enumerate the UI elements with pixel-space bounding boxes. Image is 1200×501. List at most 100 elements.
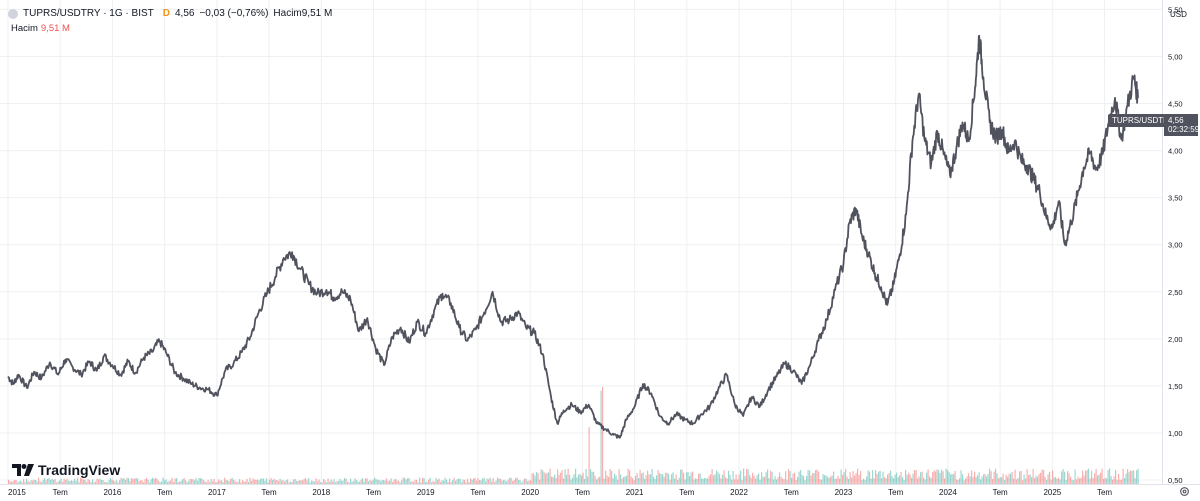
volume-bar <box>945 468 947 484</box>
volume-bar <box>807 469 809 484</box>
volume-bar <box>599 476 601 484</box>
volume-bar <box>509 477 511 484</box>
volume-bar <box>968 473 970 484</box>
volume-bar <box>390 478 392 484</box>
volume-bar <box>743 468 745 484</box>
volume-bar <box>830 476 832 484</box>
volume-bar <box>281 480 283 484</box>
volume-bar <box>534 475 536 484</box>
volume-bar <box>617 479 619 484</box>
volume-bar <box>470 478 472 484</box>
volume-bar <box>179 481 181 484</box>
volume-bar <box>776 479 778 484</box>
volume-bar <box>798 471 800 484</box>
tradingview-logo[interactable]: TradingView <box>12 462 120 478</box>
volume-bar <box>975 476 977 484</box>
volume-bar <box>1137 468 1139 484</box>
y-tick-label: 3,00 <box>1168 241 1183 250</box>
last-price-box: 4,56 02:32:59 <box>1164 114 1199 136</box>
volume-bar <box>1056 478 1058 484</box>
volume-bar <box>608 476 610 484</box>
volume-bar <box>272 480 274 484</box>
volume-bar <box>195 478 197 484</box>
volume-bar <box>503 479 505 484</box>
volume-bar <box>1043 470 1045 484</box>
volume-bar <box>564 469 566 484</box>
volume-bar <box>536 472 538 484</box>
volume-bar <box>357 481 359 484</box>
volume-bar <box>380 481 382 484</box>
volume-bar <box>461 482 463 484</box>
volume-bar <box>452 480 454 484</box>
volume-bar <box>425 482 427 484</box>
volume-bar <box>716 470 718 484</box>
volume-bar <box>902 477 904 484</box>
gear-icon[interactable] <box>1179 486 1190 497</box>
volume-bar <box>998 478 1000 484</box>
symbol-title[interactable]: TUPRS/USDTRY · 1G · BIST <box>23 8 154 19</box>
volume-bar <box>1010 473 1012 484</box>
volume-bar <box>242 480 244 484</box>
volume-bar <box>1092 477 1094 484</box>
volume-bar <box>351 481 353 484</box>
volume-bar <box>746 468 748 484</box>
volume-bar <box>600 390 602 484</box>
volume-bar <box>84 479 86 484</box>
price-change: −0,03 (−0,76%) <box>199 8 269 19</box>
volume-bar <box>1100 472 1102 484</box>
volume-bar <box>165 479 167 484</box>
volume-bar <box>695 478 697 484</box>
volume-bar <box>189 478 191 484</box>
volume-bar <box>642 472 644 484</box>
volume-bar <box>761 472 763 484</box>
volume-bar <box>416 479 418 484</box>
x-tick-label: Tem <box>53 488 68 497</box>
volume-bar <box>90 482 92 484</box>
volume-bar <box>756 475 758 484</box>
volume-bar <box>438 478 440 484</box>
volume-bar <box>932 472 934 484</box>
x-tick-label: 2018 <box>312 488 330 497</box>
volume-bar <box>207 480 209 484</box>
volume-bar <box>740 470 742 484</box>
volume-bar <box>378 479 380 484</box>
volume-bar <box>42 479 44 484</box>
volume-bar <box>257 479 259 484</box>
volume-bar <box>648 474 650 484</box>
volume-bar <box>266 478 268 484</box>
volume-bar <box>821 479 823 484</box>
volume-bar <box>114 481 116 484</box>
volume-bar <box>111 479 113 484</box>
volume-bar <box>566 474 568 484</box>
volume-bar <box>527 481 529 484</box>
volume-bar <box>581 475 583 484</box>
volume-bar <box>252 478 254 484</box>
volume-bar <box>828 477 830 484</box>
volume-bar <box>126 477 128 484</box>
volume-bar <box>824 475 826 484</box>
volume-bar <box>14 480 16 484</box>
volume-bar <box>243 481 245 484</box>
symbol-legend[interactable]: TUPRS/USDTRY · 1G · BIST D 4,56 −0,03 (−… <box>8 7 332 20</box>
x-tick-label: 2023 <box>835 488 853 497</box>
volume-bar <box>435 477 437 484</box>
volume-bar <box>1134 478 1136 484</box>
volume-bar <box>446 479 448 484</box>
volume-bar <box>50 479 52 484</box>
volume-bar <box>203 480 205 484</box>
volume-bar <box>471 479 473 484</box>
y-tick-label: 4,00 <box>1168 147 1183 156</box>
volume-bar <box>552 476 554 484</box>
volume-bar <box>53 479 55 484</box>
volume-bar <box>420 482 422 484</box>
volume-bar <box>1035 475 1037 484</box>
volume-bar <box>489 477 491 484</box>
volume-legend[interactable]: Hacim 9,51 M <box>11 23 70 34</box>
volume-bar <box>869 471 871 484</box>
volume-bar <box>657 469 659 484</box>
volume-bar <box>993 471 995 484</box>
volume-bar <box>296 481 298 484</box>
volume-bar <box>698 473 700 484</box>
volume-bar <box>924 479 926 484</box>
